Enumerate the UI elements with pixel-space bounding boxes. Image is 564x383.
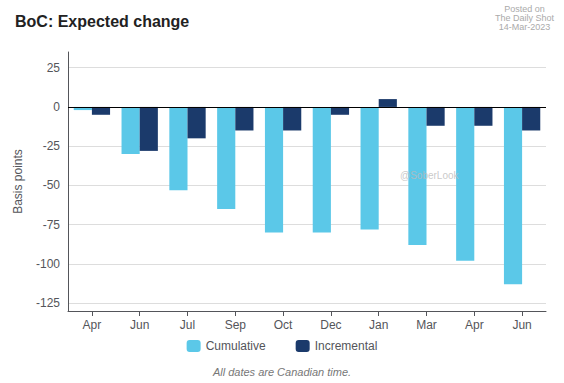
svg-text:0: 0 <box>53 100 60 114</box>
svg-text:-50: -50 <box>43 178 61 192</box>
svg-text:Basis points: Basis points <box>11 149 25 214</box>
svg-text:Jan: Jan <box>369 318 388 332</box>
svg-text:-100: -100 <box>36 257 60 271</box>
svg-text:-75: -75 <box>43 218 61 232</box>
svg-text:-125: -125 <box>36 296 60 310</box>
svg-text:Apr: Apr <box>465 318 484 332</box>
svg-text:Jun: Jun <box>130 318 149 332</box>
svg-text:25: 25 <box>47 61 61 75</box>
svg-text:Jun: Jun <box>512 318 531 332</box>
svg-text:Apr: Apr <box>83 318 102 332</box>
svg-text:Oct: Oct <box>274 318 293 332</box>
svg-text:All dates are Canadian time.: All dates are Canadian time. <box>212 366 351 378</box>
svg-text:BoC: Expected change: BoC: Expected change <box>15 13 189 30</box>
svg-text:The Daily Shot: The Daily Shot <box>495 12 554 23</box>
svg-text:-25: -25 <box>43 139 61 153</box>
svg-text:Sep: Sep <box>225 318 247 332</box>
svg-text:Mar: Mar <box>416 318 437 332</box>
svg-text:@SoberLook: @SoberLook <box>400 170 460 181</box>
svg-text:Posted on: Posted on <box>504 3 545 14</box>
svg-text:Dec: Dec <box>320 318 341 332</box>
svg-text:Incremental: Incremental <box>315 339 378 353</box>
svg-text:Jul: Jul <box>180 318 195 332</box>
svg-text:14-Mar-2023: 14-Mar-2023 <box>499 22 551 32</box>
svg-text:Cumulative: Cumulative <box>206 339 266 353</box>
